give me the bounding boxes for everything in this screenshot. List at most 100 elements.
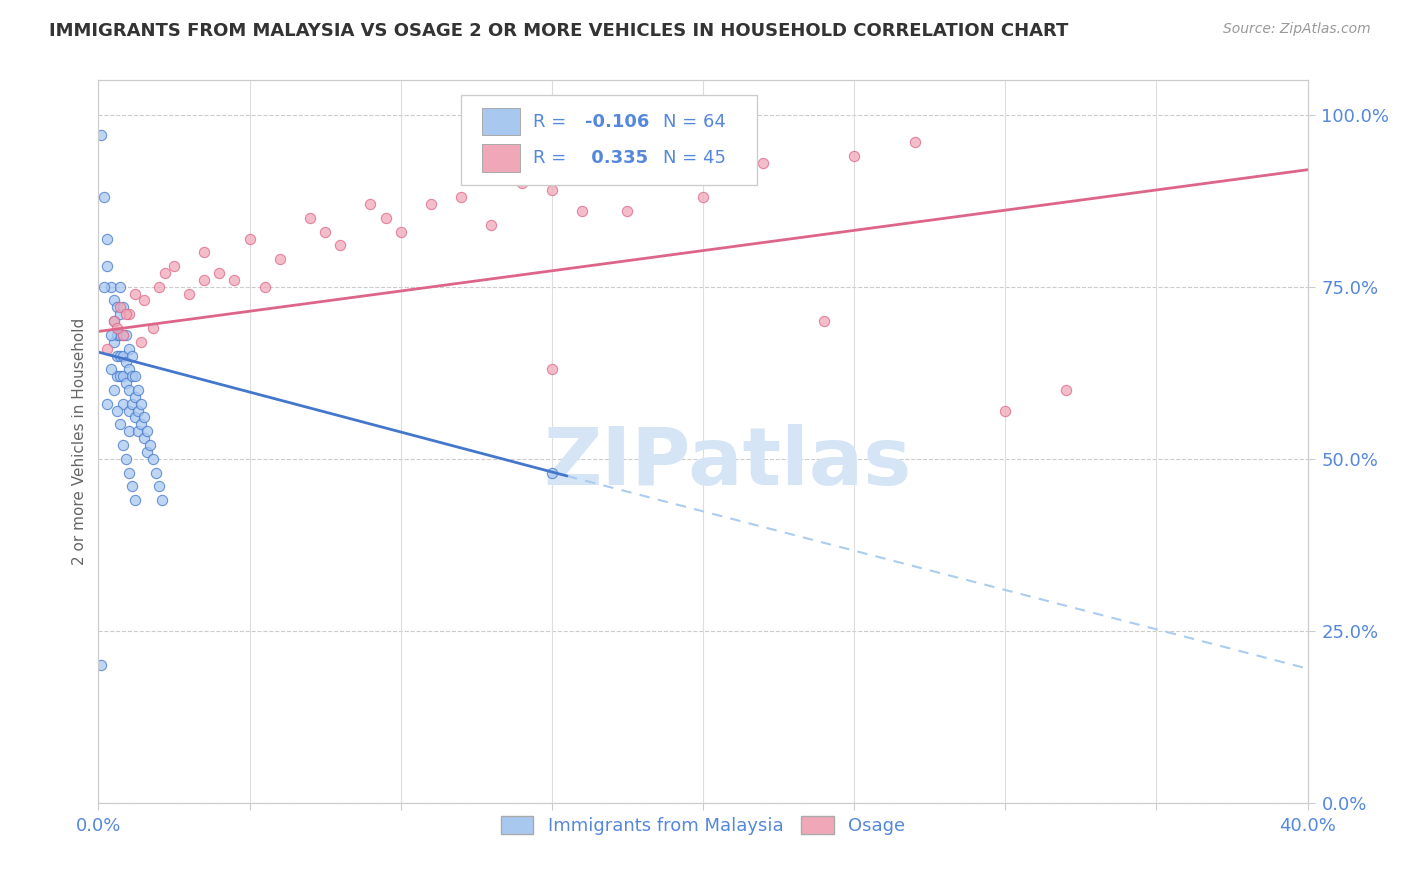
Point [100,327,122,342]
Point [111,327,134,342]
Point [127,424,149,438]
Point [124,410,146,425]
Point [904,135,927,149]
Point [121,479,143,493]
Point [118,383,141,397]
Point [118,424,141,438]
Point [118,362,141,376]
Point [100,279,122,293]
Point [103,314,125,328]
Point [108,369,131,384]
Point [96,231,118,245]
Point [108,417,131,432]
Text: 0.335: 0.335 [585,149,648,167]
Point [253,279,276,293]
Point [139,438,162,452]
Point [96,259,118,273]
Point [142,451,165,466]
Point [111,438,134,452]
Point [105,403,128,417]
Point [314,225,336,239]
Point [96,397,118,411]
Point [193,245,215,260]
Point [374,211,396,225]
Point [540,183,562,197]
Point [129,417,152,432]
Point [103,334,125,349]
Point [450,190,472,204]
Point [360,197,382,211]
Point [127,403,149,417]
Text: Source: ZipAtlas.com: Source: ZipAtlas.com [1223,22,1371,37]
Point [124,493,146,508]
Point [129,397,152,411]
Point [129,334,152,349]
Point [153,266,176,280]
Point [148,479,170,493]
Point [111,301,134,315]
Point [481,218,503,232]
Point [90,128,112,143]
Point [994,403,1017,417]
Point [103,314,125,328]
Point [93,190,115,204]
Point [723,162,745,177]
Point [193,273,215,287]
Point [269,252,291,267]
Point [540,466,562,480]
Point [163,259,186,273]
Text: N = 45: N = 45 [664,149,725,167]
Point [844,149,866,163]
Point [118,466,141,480]
Point [121,397,143,411]
Point [329,238,352,252]
Text: R =: R = [533,149,571,167]
FancyBboxPatch shape [482,108,520,136]
Point [631,169,654,184]
Point [692,190,714,204]
Point [108,307,131,321]
Point [132,293,155,308]
Point [145,466,167,480]
Point [124,286,146,301]
Text: -0.106: -0.106 [585,112,650,130]
Point [93,279,115,293]
Point [124,369,146,384]
Point [142,321,165,335]
Point [510,177,533,191]
Text: R =: R = [533,112,571,130]
Point [118,342,141,356]
Point [1054,383,1077,397]
Point [114,451,136,466]
Point [135,424,157,438]
Point [124,390,146,404]
Point [148,279,170,293]
Point [114,355,136,369]
Point [105,349,128,363]
Point [108,327,131,342]
Point [571,204,593,219]
Point [105,327,128,342]
Point [121,369,143,384]
Point [132,410,155,425]
Point [813,314,835,328]
Point [103,383,125,397]
Point [111,397,134,411]
Point [127,383,149,397]
Point [299,211,322,225]
Point [105,301,128,315]
Point [90,658,112,673]
Point [108,349,131,363]
Point [118,307,141,321]
Text: IMMIGRANTS FROM MALAYSIA VS OSAGE 2 OR MORE VEHICLES IN HOUSEHOLD CORRELATION CH: IMMIGRANTS FROM MALAYSIA VS OSAGE 2 OR M… [49,22,1069,40]
Point [108,279,131,293]
Point [752,156,775,170]
Point [179,286,201,301]
Point [616,204,638,219]
Point [114,376,136,390]
Point [103,293,125,308]
FancyBboxPatch shape [482,145,520,172]
Point [389,225,412,239]
Point [114,327,136,342]
Legend: Immigrants from Malaysia, Osage: Immigrants from Malaysia, Osage [492,807,914,845]
